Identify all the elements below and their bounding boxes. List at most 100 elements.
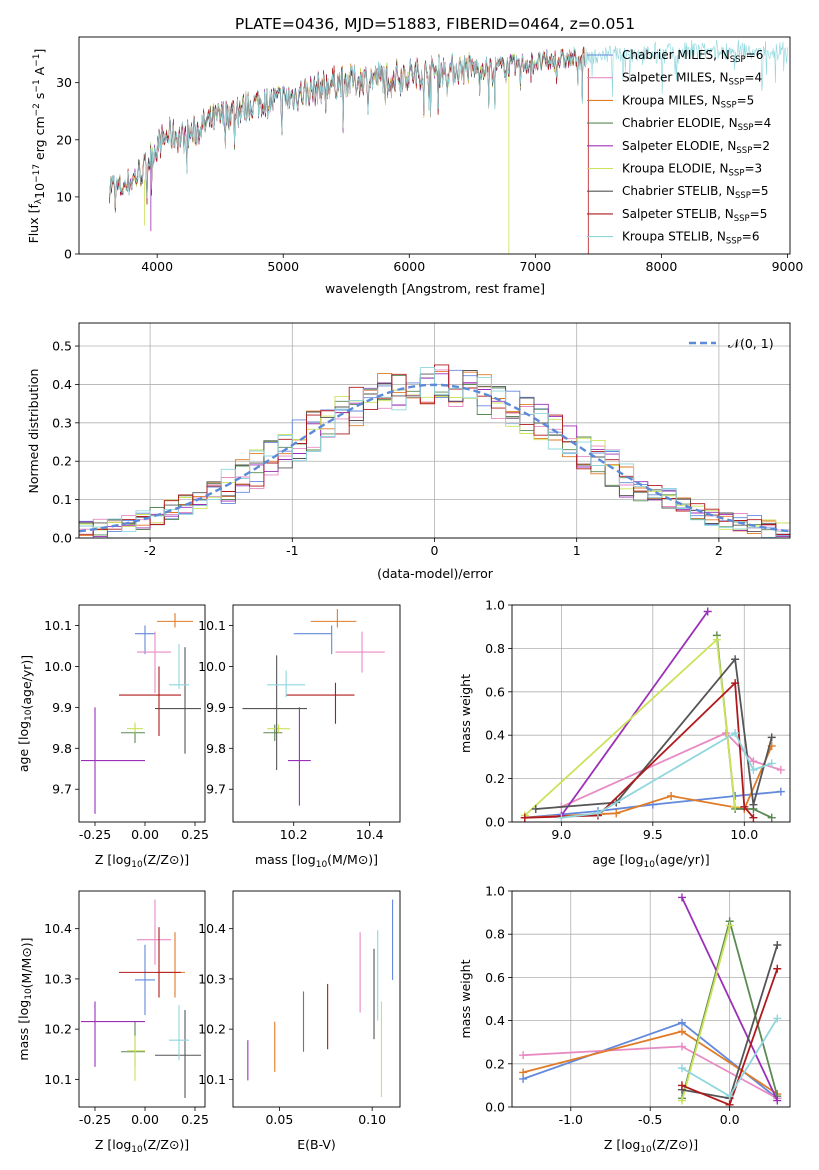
x-axis-label: age [log10(age/yr)] — [592, 852, 709, 870]
legend-label-part: Kroupa ELODIE, N — [622, 162, 729, 176]
legend-label-part: =5 — [737, 93, 755, 107]
y-tick-label: 1.0 — [485, 884, 505, 899]
x-axis-label-part: Z [log — [95, 852, 131, 867]
y-tick-label: 0.1 — [52, 492, 72, 507]
y-axis-label-part: mass weight — [458, 674, 473, 753]
y-tick-label: 0.4 — [485, 728, 505, 743]
y-axis-label-part: 10 — [24, 988, 34, 1000]
spectrum-line — [109, 46, 586, 211]
y-axis-label: mass weight — [458, 674, 473, 753]
axes-frame — [232, 604, 401, 823]
weight-marker — [520, 813, 529, 822]
y-tick-label: 10.1 — [198, 1072, 226, 1087]
legend-label-part: =6 — [742, 230, 760, 244]
x-axis-label: mass [log10(M/M⊙)] — [255, 852, 378, 870]
x-axis-label-part: (data-model)/error — [377, 566, 494, 581]
normal-curve — [79, 383, 790, 533]
y-axis-label-part: ] — [32, 49, 47, 54]
axes-frame — [511, 890, 791, 1108]
y-axis-label-part: λ — [34, 198, 44, 204]
y-tick-label: 0.4 — [52, 377, 72, 392]
axes-residuals: -2 -1 0 1 2 0.0 0.1 0.2 0.3 0.4 0.5 𝒩(0, 1) (data-mo… — [26, 322, 791, 581]
legend-label-part: =5 — [751, 184, 769, 198]
y-tick-label: 20 — [56, 132, 72, 147]
axes-frame — [511, 604, 791, 823]
legend-label-sub: SSP — [734, 214, 750, 224]
x-axis-label-part: (age/yr)] — [655, 852, 710, 867]
y-axis-label-part: age [log — [16, 721, 31, 772]
y-tick-label: 0.5 — [52, 339, 72, 354]
legend-label: Chabrier STELIB, NSSP=5 — [622, 184, 769, 201]
axes-age_vs_mass: 10.2 10.4 9.7 9.8 9.9 10.0 10.1 mass [log10(M/M… — [198, 604, 401, 870]
weight-marker — [740, 802, 749, 811]
legend-label: Kroupa MILES, NSSP=5 — [622, 93, 754, 110]
weight-marker — [776, 787, 785, 796]
legend-label-sub: SSP — [729, 78, 745, 88]
legend-label-part: Salpeter STELIB, N — [622, 207, 734, 221]
y-tick-label: 0.8 — [485, 927, 505, 942]
y-tick-label: 9.8 — [206, 741, 226, 756]
y-tick-label: 10.3 — [198, 971, 226, 986]
x-axis-label-part: (M/M⊙)] — [327, 852, 378, 867]
legend-label-sub: SSP — [738, 123, 754, 133]
spectrum-line — [109, 46, 586, 211]
spectrum-line — [109, 49, 586, 210]
legend-label: Kroupa ELODIE, NSSP=3 — [622, 162, 762, 179]
legend-label-sub: SSP — [730, 55, 746, 65]
y-axis-label-part: erg cm — [32, 116, 47, 164]
x-tick-label: 10.0 — [730, 827, 758, 842]
y-axis-label-part: (age/yr)] — [19, 655, 34, 710]
y-tick-label: 0.8 — [485, 641, 505, 656]
y-tick-label: 0.0 — [485, 815, 505, 830]
legend-label-sub: SSP — [726, 237, 742, 247]
x-tick-label: 2 — [715, 543, 723, 558]
weight-marker — [731, 655, 740, 664]
spectrum-line — [109, 46, 586, 209]
legend-label: Salpeter STELIB, NSSP=5 — [622, 207, 767, 224]
x-axis-label: Z [log10(Z/Z⊙)] — [95, 852, 189, 870]
y-axis-label-part: mass [log — [16, 1000, 31, 1061]
weight-marker — [749, 813, 758, 822]
x-axis-label-part: 10 — [131, 860, 143, 870]
plots: 4000 5000 6000 7000 8000 90000102030Chabrier … — [16, 36, 803, 1155]
y-tick-label: 0.6 — [485, 684, 505, 699]
weight-marker — [557, 813, 566, 822]
x-tick-label: 6000 — [393, 259, 425, 274]
y-tick-label: 0.3 — [52, 415, 72, 430]
y-tick-label: 10.1 — [44, 618, 72, 633]
legend-label-part: =5 — [750, 207, 768, 221]
weight-marker — [612, 809, 621, 818]
legend-label: Chabrier MILES, NSSP=6 — [622, 48, 763, 65]
weight-marker — [725, 921, 734, 930]
spectrum-line — [109, 47, 586, 209]
axes-frame — [232, 890, 401, 1108]
x-tick-label: 5000 — [267, 259, 299, 274]
weight-marker — [677, 1064, 686, 1073]
y-tick-label: 10.2 — [44, 1022, 72, 1037]
weight-marker — [677, 1042, 686, 1051]
y-axis-label-part: −1 — [32, 54, 42, 67]
x-tick-label: 0.25 — [181, 1112, 209, 1127]
x-tick-label: 10.4 — [356, 827, 384, 842]
weight-marker — [773, 1096, 782, 1105]
y-tick-label: 0.0 — [485, 1100, 505, 1115]
x-tick-label: -0.25 — [79, 827, 111, 842]
y-tick-label: 10.2 — [198, 1022, 226, 1037]
x-tick-label: -0.25 — [79, 1112, 111, 1127]
axes-frame — [78, 604, 206, 823]
y-axis-label-part: −17 — [32, 164, 42, 183]
weight-marker — [776, 765, 785, 774]
y-axis-label: age [log10(age/yr)] — [16, 655, 34, 772]
weight-marker — [712, 635, 721, 644]
weight-marker — [677, 1027, 686, 1036]
weight-marker — [725, 1100, 734, 1107]
y-axis-label: mass weight — [458, 959, 473, 1038]
legend-label-part: Chabrier MILES, N — [622, 48, 730, 62]
weight-marker — [677, 1081, 686, 1090]
legend-label-sub: SSP — [735, 191, 751, 201]
x-axis-label-part: 10 — [644, 860, 656, 870]
x-tick-label: 0.25 — [181, 827, 209, 842]
weight-marker — [773, 941, 782, 949]
y-tick-label: 10.3 — [44, 971, 72, 986]
x-axis-label: Z [log10(Z/Z⊙)] — [95, 1137, 189, 1155]
